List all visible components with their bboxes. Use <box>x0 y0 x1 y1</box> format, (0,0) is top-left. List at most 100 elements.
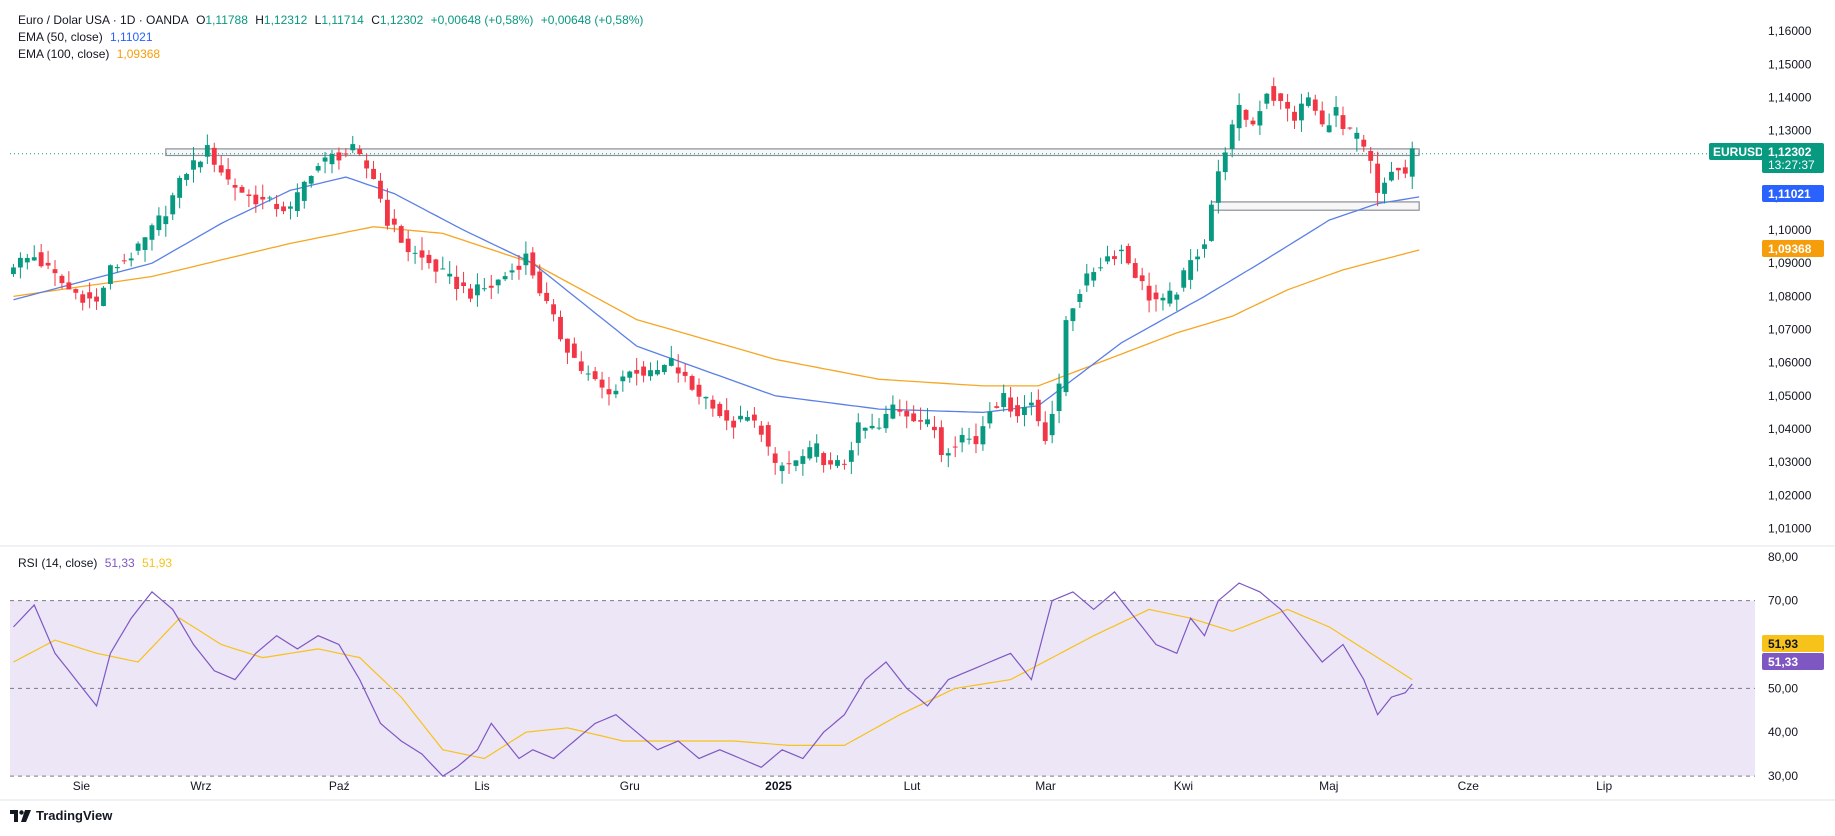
candle-body <box>890 404 896 419</box>
candle-body <box>502 276 508 280</box>
candle-body <box>1278 93 1284 101</box>
ema50-legend[interactable]: EMA (50, close) 1,11021 <box>18 29 647 46</box>
candle-body <box>1146 285 1152 301</box>
rsi-tick-label: 30,00 <box>1768 769 1798 783</box>
time-tick-label: Maj <box>1319 779 1338 793</box>
candle-body <box>765 425 771 447</box>
price-tick-label: 1,07000 <box>1768 323 1812 337</box>
close-value: 1,12302 <box>379 13 424 27</box>
last-price-tag-bg <box>1762 143 1824 173</box>
price-tick-label: 1,06000 <box>1768 356 1812 370</box>
rsi-tag: 51,33 <box>1768 655 1798 669</box>
rsi-pane <box>10 582 1755 777</box>
ema100-line <box>13 226 1420 387</box>
candle-body <box>1389 171 1394 181</box>
candle-body <box>1222 152 1228 173</box>
candle-body <box>627 371 633 378</box>
candle-body <box>1125 245 1131 264</box>
ema100-legend[interactable]: EMA (100, close) 1,09368 <box>18 46 647 63</box>
candle-body <box>911 413 917 422</box>
candle-body <box>724 410 730 421</box>
candle-body <box>1333 107 1339 116</box>
candle-body <box>779 465 785 472</box>
rsi-tag-bg <box>1762 653 1824 670</box>
candle-body <box>45 262 51 266</box>
candle-body <box>488 285 494 288</box>
tradingview-logo-icon <box>10 809 31 822</box>
candle-body <box>1229 124 1235 149</box>
candlesticks <box>11 77 1415 484</box>
candle-body <box>1153 292 1159 300</box>
tradingview-logo[interactable]: TradingView <box>10 808 112 823</box>
price-tick-label: 1,10000 <box>1768 223 1812 237</box>
candle-body <box>267 197 273 199</box>
candle-body <box>959 434 965 443</box>
candle-body <box>1368 151 1374 161</box>
time-tick-label: Kwi <box>1174 779 1193 793</box>
last-price-tag: 1,12302 <box>1768 145 1812 159</box>
candle-body <box>1215 171 1221 203</box>
candle-body <box>433 259 439 272</box>
candle-body <box>294 192 300 212</box>
rsi-tick-label: 50,00 <box>1768 681 1798 695</box>
candle-body <box>94 296 99 302</box>
candle-body <box>419 250 425 258</box>
time-tick-label: Cze <box>1458 779 1480 793</box>
candle-body <box>980 426 986 445</box>
candle-body <box>1375 163 1381 193</box>
candle-body <box>1312 99 1318 111</box>
candle-body <box>1250 120 1256 125</box>
candle-body <box>274 203 280 210</box>
candle-body <box>1264 93 1270 104</box>
symbol-tag: EURUSD <box>1713 145 1764 159</box>
rsi-legend[interactable]: RSI (14, close) 51,33 51,93 <box>18 555 176 572</box>
time-tick-label: Lip <box>1596 779 1612 793</box>
candle-body <box>786 463 792 465</box>
candle-body <box>156 215 162 231</box>
candle-body <box>599 379 605 388</box>
candle-body <box>1174 294 1180 300</box>
candle-body <box>571 343 577 358</box>
low-value: 1,11714 <box>321 13 364 27</box>
ema50-tag-bg <box>1762 185 1824 202</box>
candle-body <box>142 237 148 250</box>
candle-body <box>1340 115 1346 129</box>
candle-body <box>495 279 501 286</box>
candle-body <box>876 427 882 429</box>
candle-body <box>426 254 432 264</box>
candle-body <box>1098 267 1104 269</box>
candle-body <box>1070 308 1076 322</box>
candle-body <box>731 420 737 428</box>
candle-body <box>558 316 563 340</box>
candle-body <box>516 265 522 270</box>
candle-body <box>59 275 65 284</box>
candle-body <box>17 257 23 268</box>
candle-body <box>717 403 723 416</box>
rsi-label: RSI (14, close) <box>18 556 98 570</box>
ema-lines <box>13 176 1420 414</box>
candle-body <box>246 194 252 197</box>
candle-body <box>454 276 460 290</box>
candle-body <box>1077 294 1083 302</box>
candle-body <box>301 181 307 201</box>
symbol-title[interactable]: Euro / Dolar USA · 1D · OANDA <box>18 13 189 27</box>
ema100-label: EMA (100, close) <box>18 47 110 61</box>
candle-body <box>883 413 889 429</box>
candle-body <box>198 161 203 168</box>
candle-body <box>11 267 16 275</box>
candle-body <box>350 144 356 151</box>
candle-body <box>537 271 543 294</box>
candle-body <box>682 371 688 376</box>
candle-body <box>191 160 196 170</box>
candle-body <box>211 147 217 165</box>
candle-body <box>689 376 695 390</box>
time-tick-label: Sie <box>73 779 91 793</box>
candle-body <box>336 152 342 161</box>
candle-body <box>1208 204 1214 241</box>
countdown-tag: 13:27:37 <box>1768 158 1815 172</box>
time-tick-label: Mar <box>1035 779 1056 793</box>
rsi-tick-label: 70,00 <box>1768 594 1798 608</box>
candle-body <box>1409 148 1415 177</box>
candle-body <box>31 257 37 261</box>
